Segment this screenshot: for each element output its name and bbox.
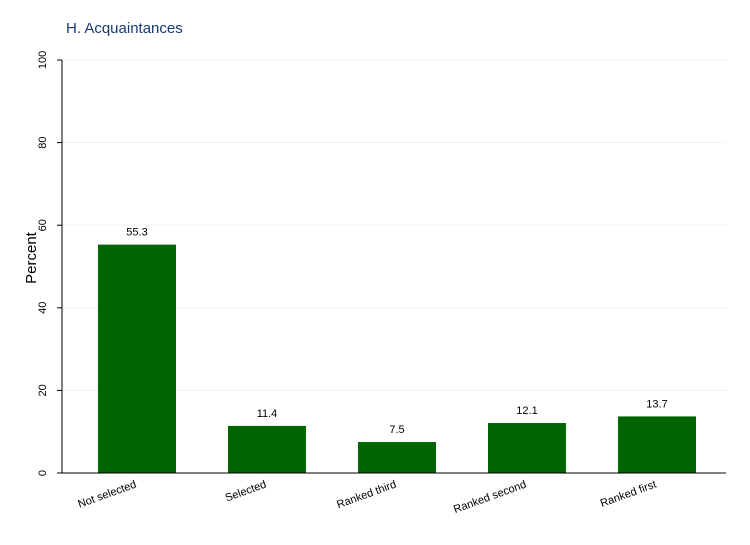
y-axis-title: Percent (23, 231, 40, 284)
bar (228, 425, 306, 473)
chart-title: H. Acquaintances (66, 20, 183, 37)
bar (618, 416, 696, 473)
y-tick-label: 40 (37, 302, 49, 314)
x-category-label: Ranked third (335, 479, 398, 512)
y-tick-label: 100 (37, 51, 49, 69)
x-category-label: Selected (224, 479, 268, 505)
bar-value-label: 12.1 (516, 405, 537, 417)
bars (98, 244, 696, 473)
gridlines (62, 59, 726, 391)
x-category-label: Ranked first (599, 479, 658, 510)
y-tick-label: 0 (37, 470, 49, 476)
bar-value-label: 13.7 (646, 398, 667, 410)
x-category-label: Ranked second (452, 479, 528, 516)
bar (98, 244, 176, 473)
y-tick-label: 20 (37, 384, 49, 396)
bar (358, 442, 436, 473)
bar-value-label: 7.5 (389, 424, 404, 436)
axes (61, 60, 726, 474)
y-tick-label: 80 (37, 136, 49, 148)
bar (488, 423, 566, 473)
x-category-label: Not selected (76, 479, 138, 511)
y-tick-label: 60 (37, 219, 49, 231)
bar-value-label: 55.3 (126, 227, 147, 239)
bar-value-label: 11.4 (257, 408, 278, 420)
